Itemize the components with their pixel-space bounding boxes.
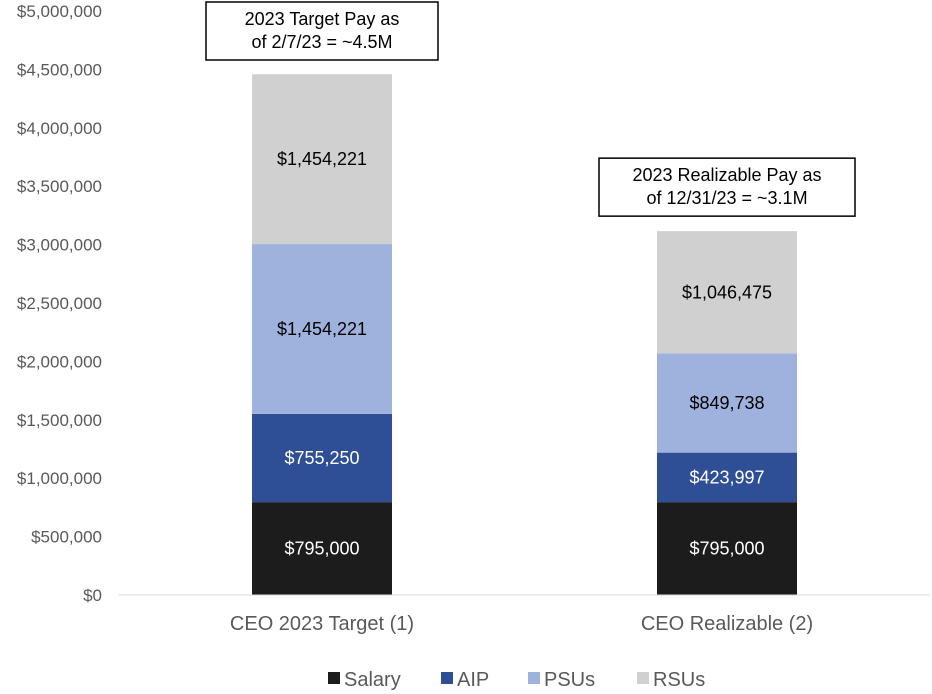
- x-category-label: CEO Realizable (2): [641, 613, 813, 635]
- annotation-callout: 2023 Target Pay as of 2/7/23 = ~4.5M: [205, 1, 439, 61]
- data-label: $755,250: [284, 448, 359, 468]
- bar-segment: [657, 452, 797, 503]
- y-tick-label: $2,500,000: [17, 294, 102, 313]
- legend-item: Salary: [328, 669, 401, 691]
- legend-item: PSUs: [528, 669, 595, 691]
- data-label: $1,454,221: [277, 149, 367, 169]
- legend-swatch: [328, 672, 340, 684]
- data-label: $1,046,475: [682, 282, 772, 302]
- annotation-text: 2023 Realizable Pay as: [632, 165, 821, 185]
- data-label: $423,997: [689, 467, 764, 487]
- y-tick-label: $3,500,000: [17, 177, 102, 196]
- y-tick-label: $3,000,000: [17, 236, 102, 255]
- bar-stack: $795,000 $423,997 $849,738 $1,046,475: [657, 231, 797, 595]
- y-axis: $0 $500,000 $1,000,000 $1,500,000 $2,000,000…: [17, 2, 102, 605]
- annotation-box: [205, 1, 439, 61]
- y-tick-label: $2,000,000: [17, 352, 102, 371]
- y-tick-label: $500,000: [31, 528, 102, 547]
- annotation-callout: 2023 Realizable Pay as of 12/31/23 = ~3.1…: [598, 157, 856, 217]
- x-category-label: CEO 2023 Target (1): [230, 613, 414, 635]
- annotation-text: 2023 Target Pay as: [245, 9, 400, 29]
- bar-segment: [252, 74, 392, 245]
- bar-segment: [657, 353, 797, 453]
- bar-segment: [657, 502, 797, 595]
- legend-label: PSUs: [544, 669, 595, 691]
- bar-segment: [252, 244, 392, 414]
- y-tick-label: $0: [83, 586, 102, 605]
- data-label: $795,000: [284, 539, 359, 559]
- data-label: $795,000: [689, 539, 764, 559]
- bar-segment: [252, 502, 392, 595]
- legend-label: RSUs: [653, 669, 705, 691]
- legend-item: AIP: [441, 669, 489, 691]
- legend-label: Salary: [344, 669, 401, 691]
- y-tick-label: $5,000,000: [17, 2, 102, 21]
- legend-label: AIP: [457, 669, 489, 691]
- bar-stacks: $795,000$755,250$1,454,221$1,454,221$795…: [252, 74, 797, 595]
- bar-segment: [657, 231, 797, 354]
- data-label: $849,738: [689, 393, 764, 413]
- legend: Salary AIP PSUs RSUs: [328, 669, 705, 691]
- legend-swatch: [528, 672, 540, 684]
- annotation-box: [598, 157, 856, 217]
- y-tick-label: $4,500,000: [17, 60, 102, 79]
- y-tick-label: $4,000,000: [17, 119, 102, 138]
- data-label: $1,454,221: [277, 319, 367, 339]
- legend-swatch: [637, 672, 649, 684]
- legend-item: RSUs: [637, 669, 705, 691]
- bar-stack: $795,000 $755,250 $1,454,221 $1,454,221: [252, 74, 392, 595]
- bar-segment: [252, 413, 392, 503]
- x-axis: CEO 2023 Target (1) CEO Realizable (2): [119, 594, 930, 635]
- annotation-text: of 2/7/23 = ~4.5M: [251, 32, 392, 52]
- legend-swatch: [441, 672, 453, 684]
- y-tick-label: $1,500,000: [17, 411, 102, 430]
- y-tick-label: $1,000,000: [17, 469, 102, 488]
- annotation-text: of 12/31/23 = ~3.1M: [646, 188, 807, 208]
